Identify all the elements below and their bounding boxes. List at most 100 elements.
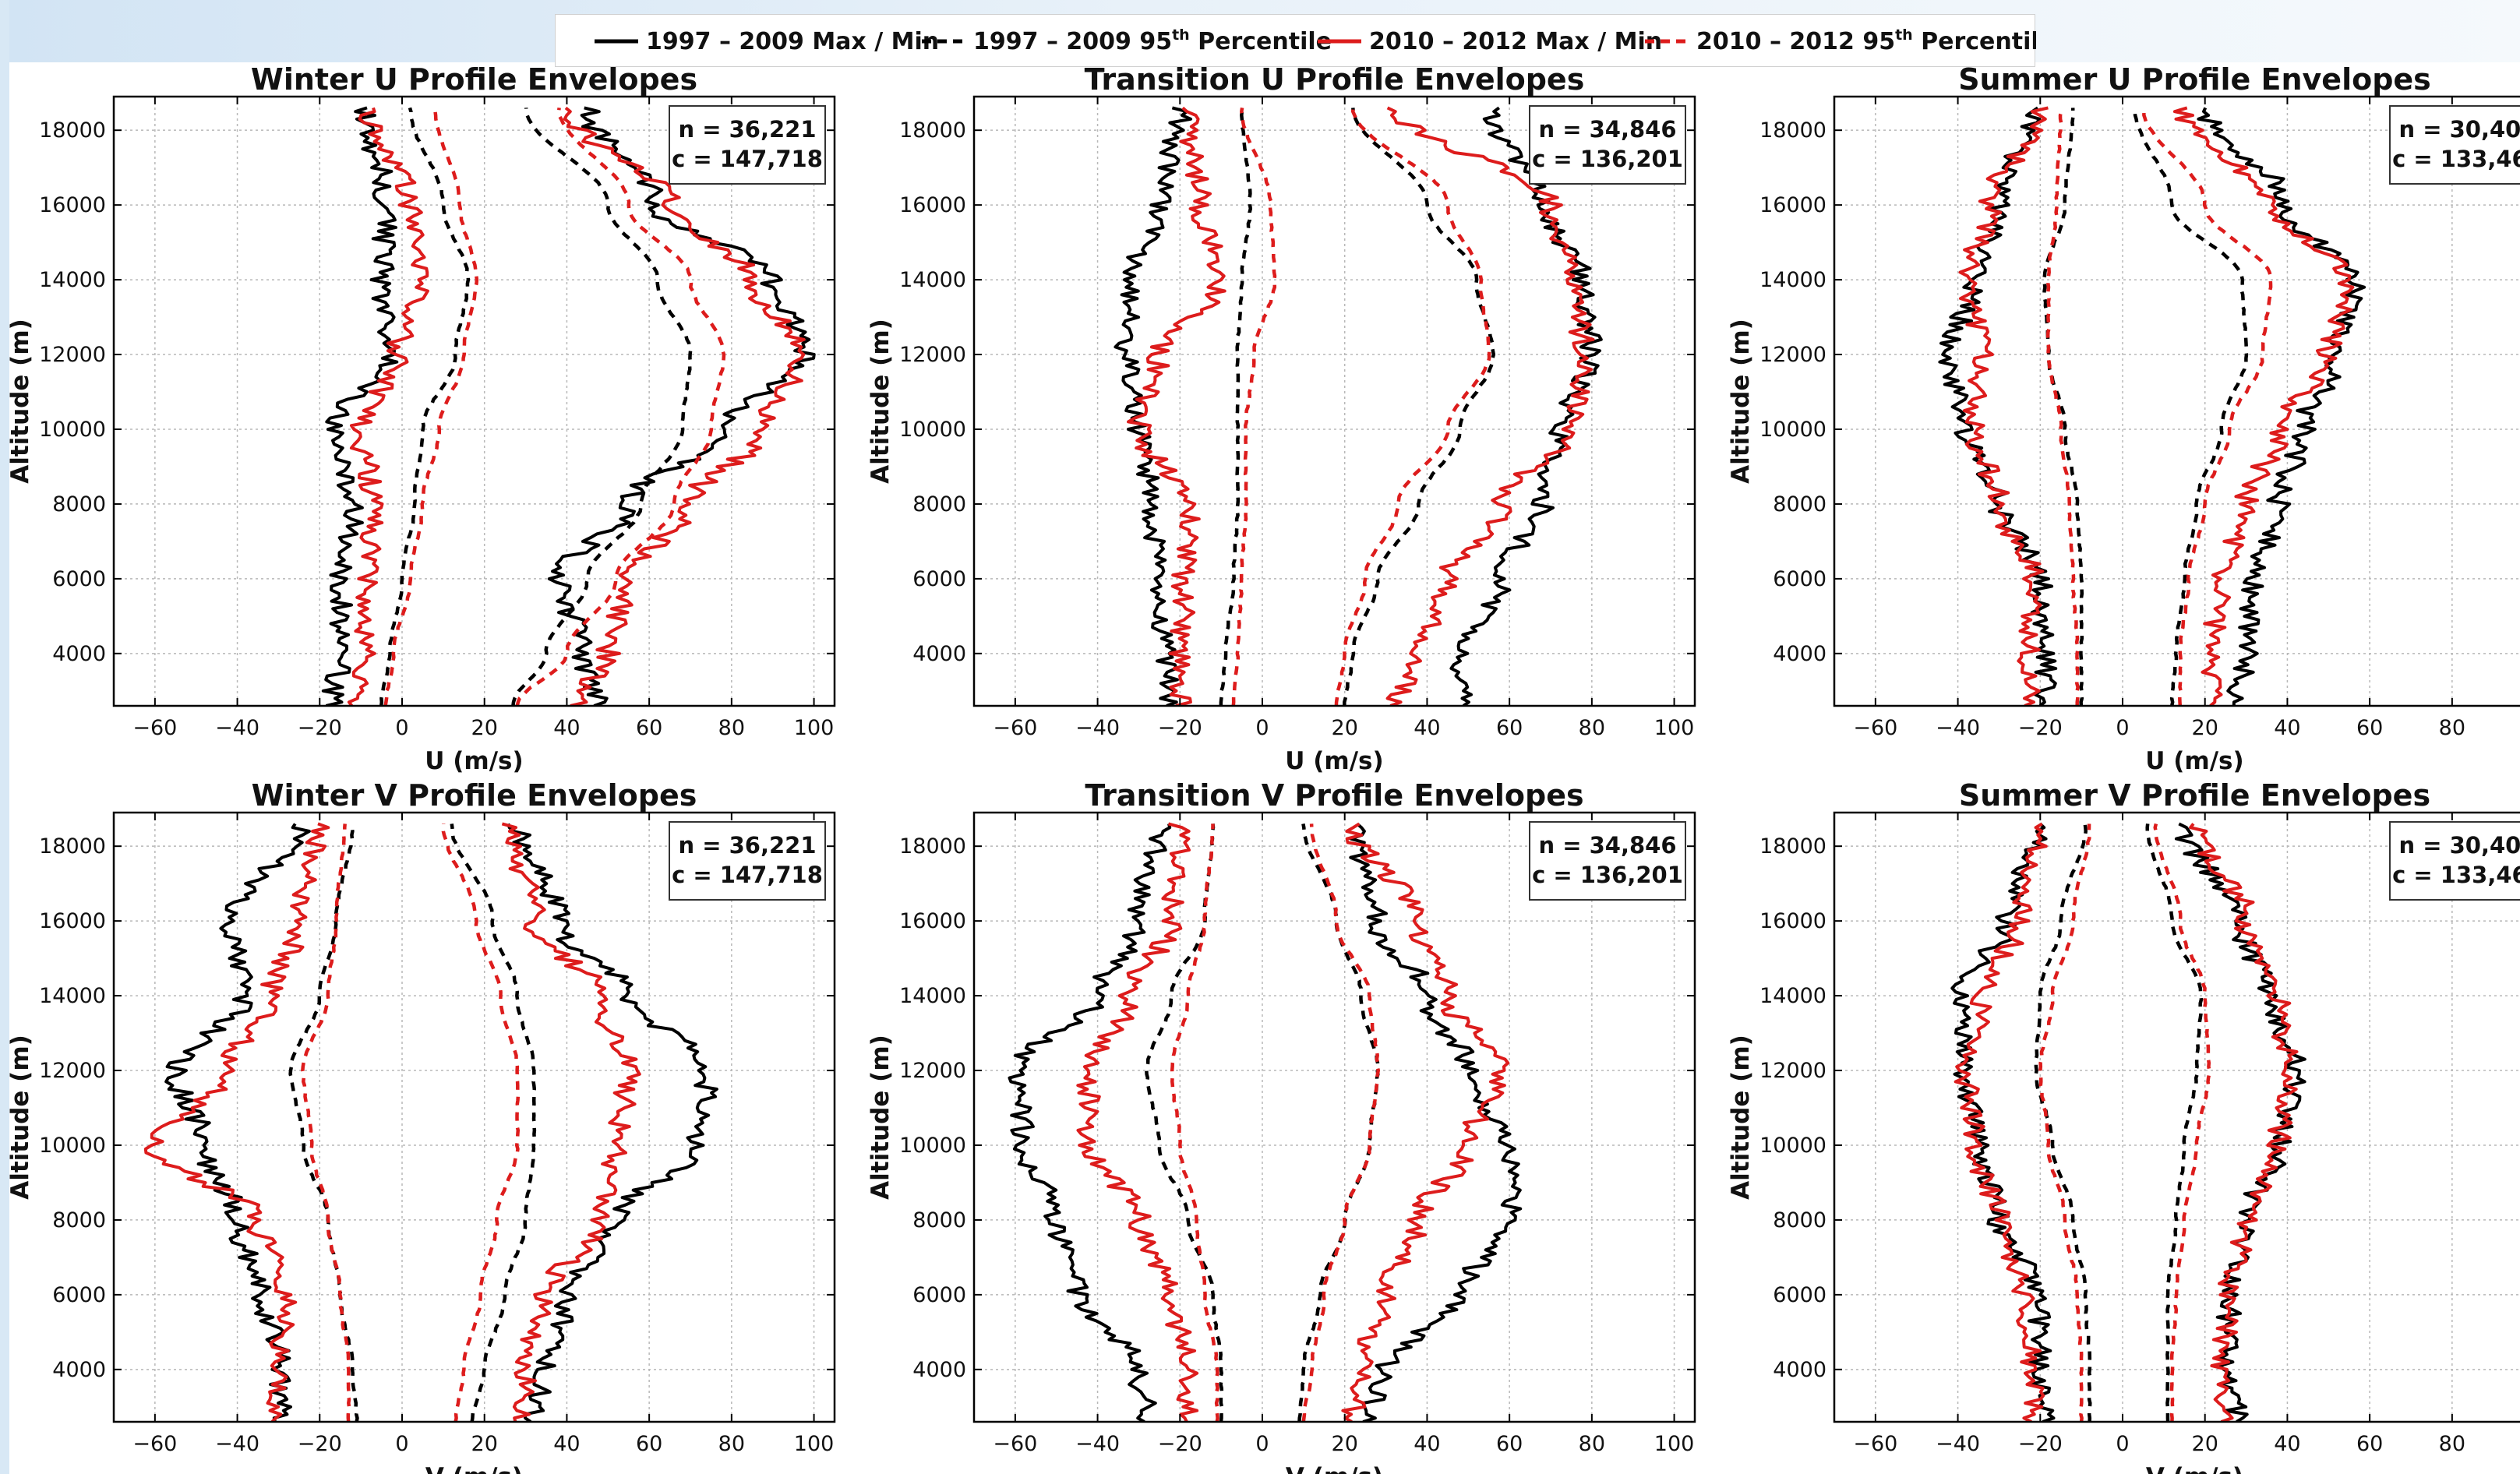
legend-svg: 1997 – 2009 Max / Min 1997 – 2009 95th Pe… (595, 26, 2055, 55)
annotation-text-2: c = 136,201 (1532, 146, 1683, 172)
y-tick-label: 18000 (1759, 118, 1826, 143)
annotation-text-2: c = 133,463 (2392, 862, 2520, 888)
x-tick-label: 100 (794, 716, 835, 740)
annotation-text-1: n = 30,400 (2398, 832, 2520, 859)
y-tick-label: 8000 (1773, 1208, 1826, 1232)
y-tick-label: 8000 (912, 492, 966, 517)
series-line-3 (379, 107, 471, 706)
y-tick-label: 6000 (912, 567, 966, 591)
y-tick-label: 4000 (1773, 642, 1826, 666)
chart-title: Transition V Profile Envelopes (1085, 778, 1583, 813)
series-line-8 (2153, 823, 2211, 1422)
annotation-text-1: n = 36,221 (678, 832, 816, 859)
annotation-text-1: n = 30,400 (2398, 116, 2520, 143)
series-line-5 (1954, 822, 2048, 1422)
x-tick-label: −60 (1853, 716, 1897, 740)
annotation-text-2: c = 147,718 (672, 146, 823, 172)
y-tick-label: 6000 (52, 1283, 106, 1307)
series-line-1 (164, 823, 311, 1422)
annotation-box (669, 821, 826, 901)
series-group (143, 822, 718, 1422)
plot-frame (1833, 811, 2520, 1423)
x-tick-label: 100 (1654, 1432, 1695, 1456)
series-line-3 (1219, 108, 1253, 706)
y-tick-label: 10000 (39, 418, 106, 442)
x-tick-label: 60 (636, 716, 662, 740)
series-line-2 (2197, 107, 2366, 706)
series-group (1950, 822, 2306, 1422)
series-line-4 (2132, 108, 2249, 706)
x-tick-label: −40 (1936, 1432, 1980, 1456)
x-tick-label: 20 (471, 716, 498, 740)
series-line-7 (2045, 107, 2080, 706)
chart-panel-1: −60 −40 −20 0 20 40 60 80 100 4000 6000 8000 10000 12… (6, 62, 836, 775)
plot-frame (112, 811, 836, 1423)
chart-panel-2: −60 −40 −20 0 20 40 60 80 100 4000 6000 8000 10000 12… (866, 62, 1696, 775)
chart-title: Winter U Profile Envelopes (251, 62, 697, 97)
series-line-8 (1334, 108, 1491, 706)
x-tick-label: 80 (2439, 1432, 2465, 1456)
annotation-text-1: n = 34,846 (1538, 832, 1676, 859)
series-line-1 (321, 106, 399, 706)
annotation-text-1: n = 36,221 (678, 116, 816, 143)
legend-label-text: 1997 – 2009 95 (973, 28, 1172, 55)
x-tick-label: 20 (2192, 716, 2218, 740)
chart-panel-4: −60 −40 −20 0 20 40 60 80 100 4000 6000 8000 10000 12… (6, 778, 836, 1474)
x-tick-label: −60 (132, 1432, 177, 1456)
x-tick-label: 0 (1255, 1432, 1269, 1456)
series-line-8 (441, 823, 521, 1422)
y-tick-label: 8000 (52, 492, 106, 517)
x-tick-label: 40 (1414, 716, 1440, 740)
y-tick-label: 12000 (1759, 1059, 1826, 1083)
x-tick-label: −40 (1075, 1432, 1120, 1456)
y-axis-label: Altitude (m) (1727, 319, 1755, 484)
y-axis-label: Altitude (m) (866, 319, 895, 484)
legend-label-sup: th (1172, 26, 1190, 44)
x-tick-label: 60 (636, 1432, 662, 1456)
y-tick-label: 8000 (1773, 492, 1826, 517)
y-axis-label: Altitude (m) (1727, 1035, 1755, 1200)
series-line-2 (2174, 822, 2306, 1422)
series-line-5 (1958, 106, 2049, 706)
y-tick-label: 10000 (899, 418, 966, 442)
x-axis-label: U (m/s) (425, 747, 523, 775)
x-tick-label: 100 (1654, 716, 1695, 740)
y-tick-label: 6000 (1773, 567, 1826, 591)
y-tick-label: 8000 (52, 1208, 106, 1232)
series-line-7 (2038, 823, 2091, 1422)
plot-area (1834, 813, 2518, 1422)
x-tick-label: −40 (1075, 716, 1120, 740)
annotation-text-2: c = 136,201 (1532, 862, 1683, 888)
x-tick-label: 40 (553, 716, 580, 740)
legend-label-sup: th (1895, 26, 1913, 44)
y-axis-label: Altitude (m) (6, 1035, 34, 1200)
series-line-4 (2145, 823, 2204, 1422)
x-tick-label: 80 (2439, 716, 2465, 740)
x-tick-label: −20 (2018, 1432, 2063, 1456)
y-tick-label: 10000 (1759, 418, 1826, 442)
y-tick-label: 6000 (52, 567, 106, 591)
y-tick-label: 4000 (1773, 1358, 1826, 1382)
plot-frame (1833, 95, 2520, 707)
y-tick-label: 18000 (1759, 834, 1826, 859)
series-line-7 (1231, 108, 1277, 706)
legend-label-suffix: Percentile (1190, 28, 1332, 55)
series-line-6 (2172, 106, 2355, 706)
x-tick-label: 60 (1496, 1432, 1523, 1456)
x-tick-label: 40 (553, 1432, 580, 1456)
legend-label-text: 2010 – 2012 95 (1696, 28, 1895, 55)
x-tick-label: 20 (471, 1432, 498, 1456)
legend-label-2: 1997 – 2009 95th Percentile (973, 26, 1332, 55)
series-line-4 (450, 823, 537, 1422)
x-tick-label: 60 (2356, 1432, 2383, 1456)
x-tick-label: 80 (718, 1432, 745, 1456)
legend-label-3: 2010 – 2012 Max / Min (1369, 28, 1662, 55)
series-line-5 (347, 107, 429, 706)
annotation-box (1529, 821, 1686, 901)
y-tick-label: 12000 (1759, 343, 1826, 367)
x-axis-label: V (m/s) (425, 1463, 523, 1474)
plot-area (114, 97, 835, 706)
x-tick-label: −20 (1158, 716, 1202, 740)
series-line-8 (515, 108, 726, 706)
series-line-6 (501, 822, 641, 1422)
